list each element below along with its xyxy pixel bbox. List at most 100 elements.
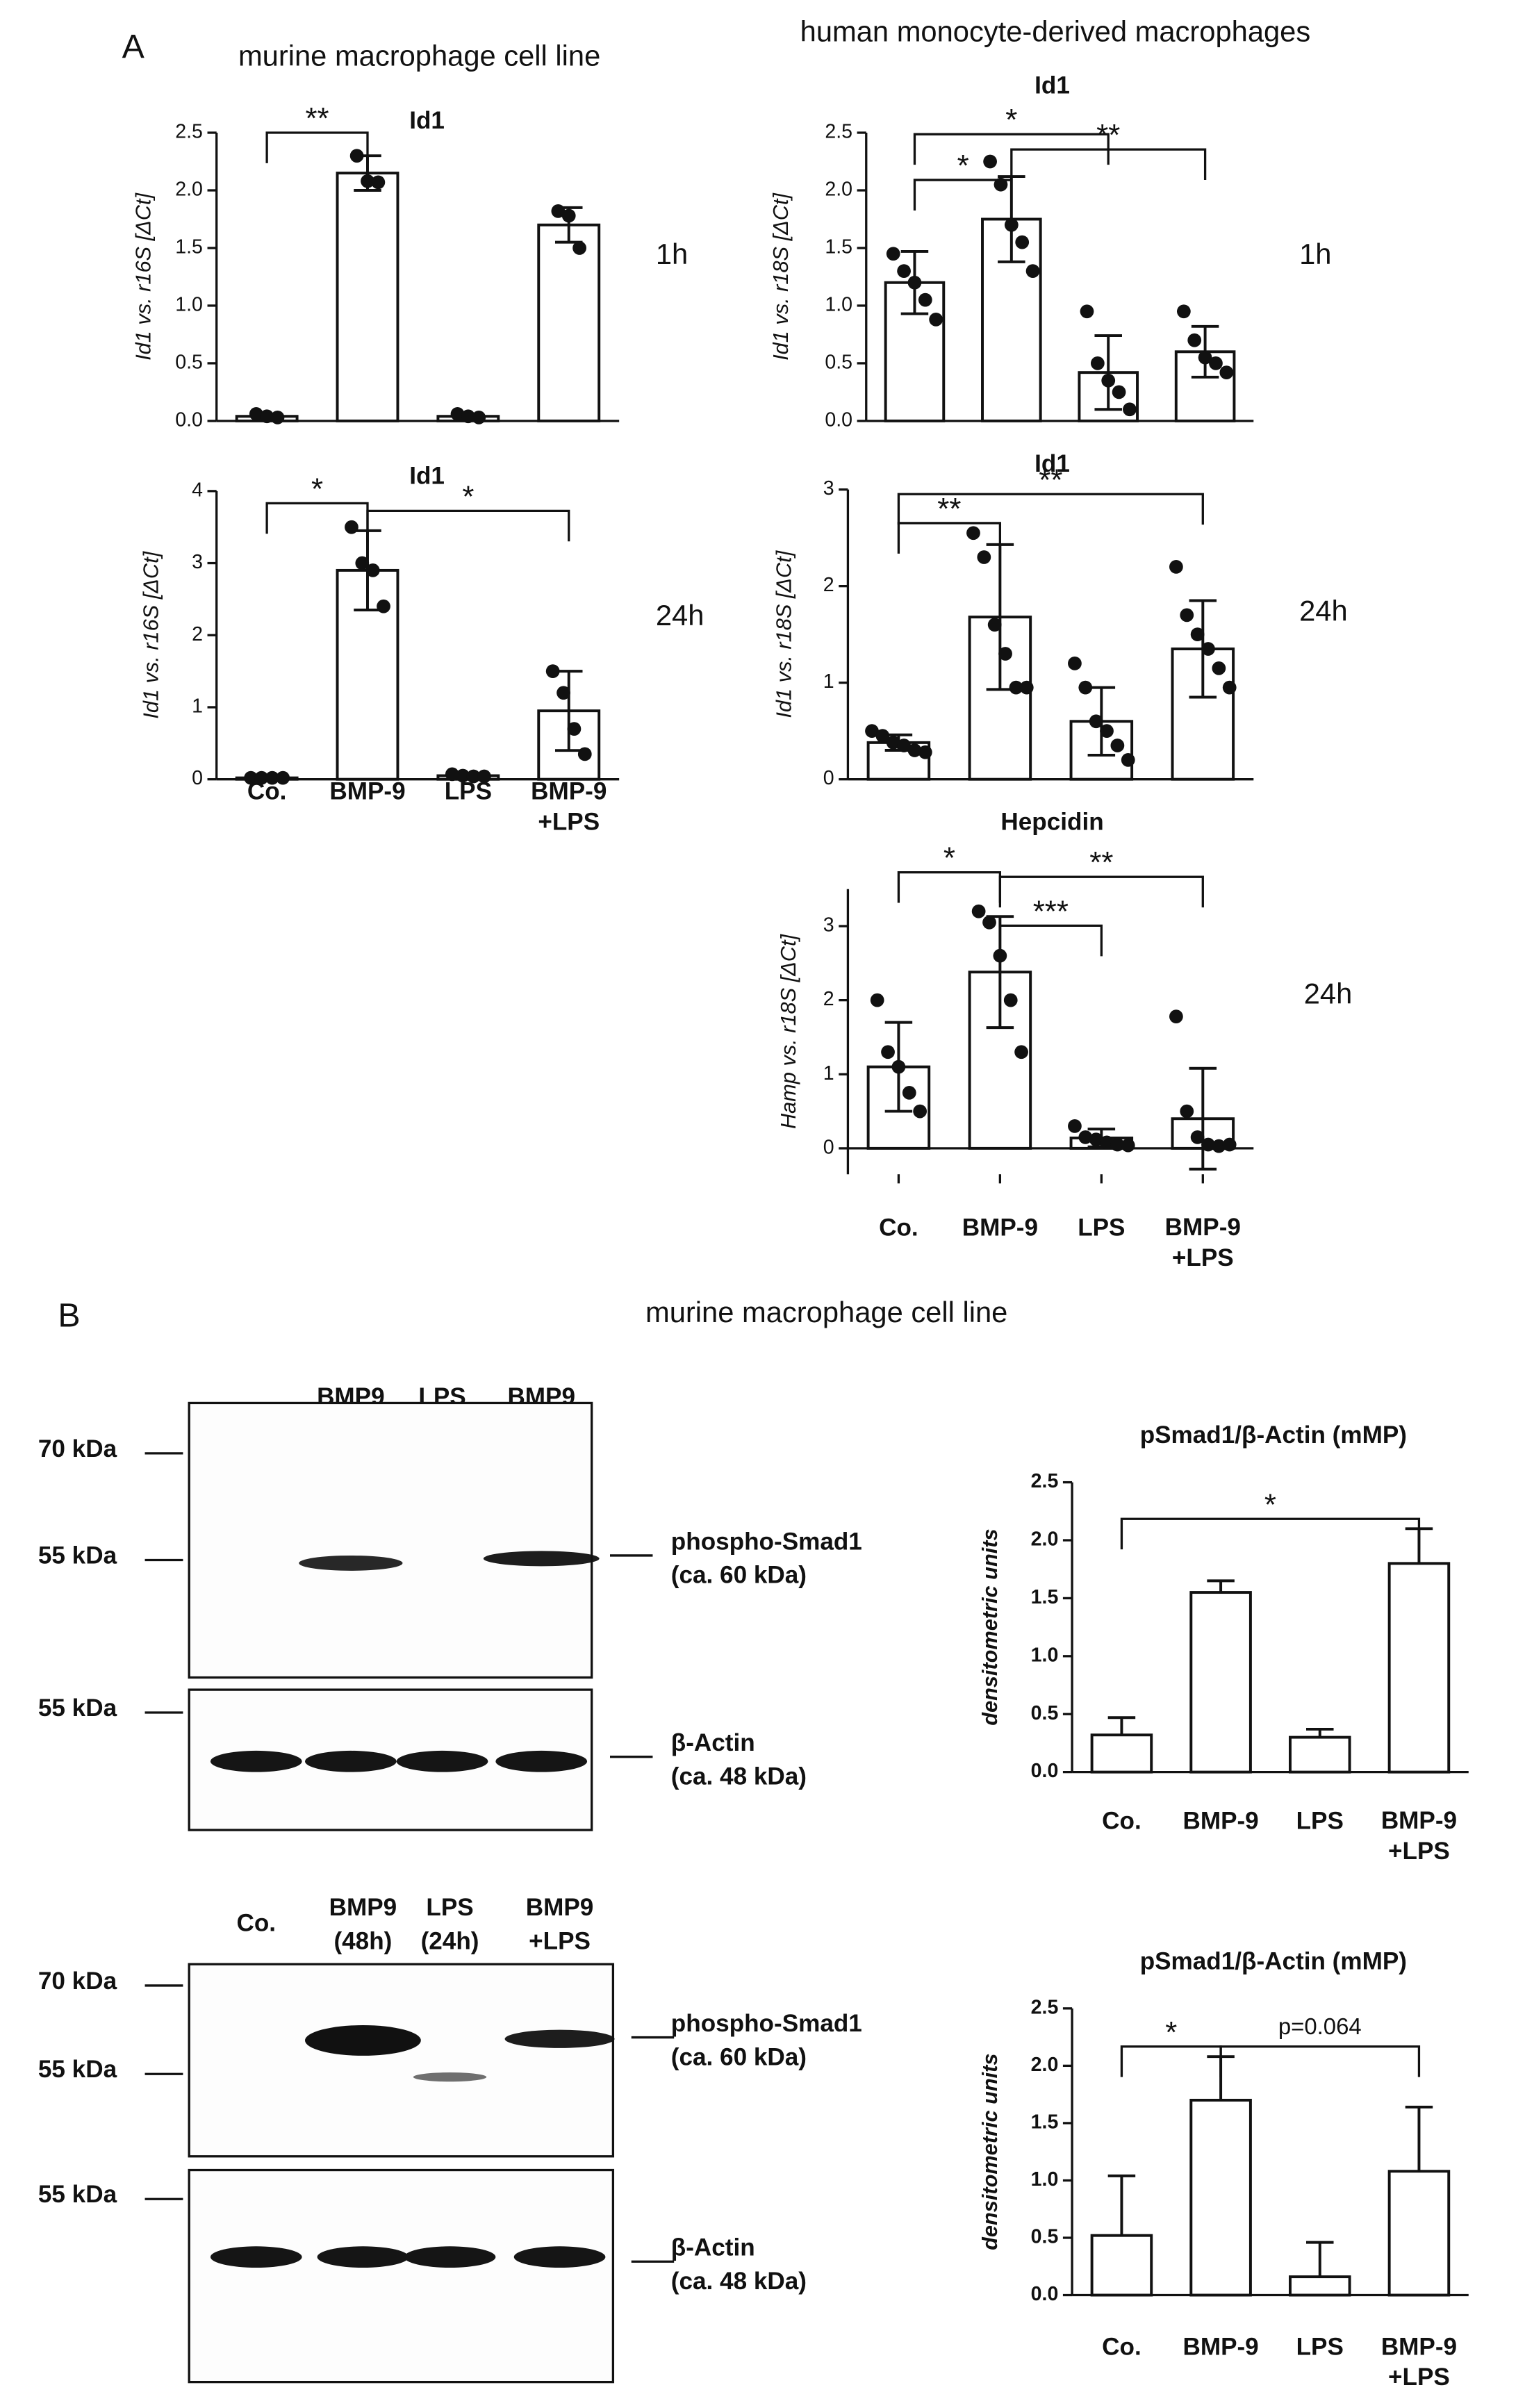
data-point	[345, 520, 358, 534]
data-point	[1121, 753, 1135, 767]
data-point	[913, 1104, 928, 1119]
actin-band	[210, 2246, 302, 2268]
y-tick-label: 1.0	[1031, 2168, 1059, 2191]
data-point	[977, 550, 991, 564]
lane-label: BMP9 (48h)	[329, 1894, 397, 1954]
y-tick-label: 0.0	[1031, 1760, 1059, 1782]
data-point	[349, 149, 364, 163]
y-tick-label: 1	[823, 1062, 834, 1085]
significance-label: *	[943, 841, 955, 875]
significance-label: *	[957, 149, 969, 183]
target-label: β-Actin (ca. 48 kDa)	[671, 1729, 807, 1790]
panel-label: B	[58, 1296, 80, 1334]
data-point	[1201, 642, 1215, 656]
data-point	[365, 563, 380, 577]
data-point	[998, 647, 1012, 661]
marker-label: 70 kDa	[38, 1435, 117, 1462]
y-tick-label: 2.0	[825, 179, 852, 201]
data-point	[1089, 714, 1103, 729]
error-bar	[1405, 2105, 1433, 2172]
actin-band	[317, 2246, 409, 2268]
protein-band	[483, 1551, 600, 1567]
data-point	[1209, 356, 1223, 370]
data-point	[929, 312, 943, 327]
protein-band	[504, 2029, 615, 2048]
data-point	[907, 275, 922, 290]
data-point	[1100, 1135, 1114, 1150]
data-point	[265, 770, 279, 785]
actin-band	[513, 2246, 606, 2268]
marker-label: 55 kDa	[38, 2181, 117, 2208]
significance-label: ***	[1033, 894, 1069, 928]
data-point	[1180, 1104, 1194, 1119]
data-point	[1089, 1132, 1103, 1146]
data-point	[472, 411, 486, 424]
data-point	[1212, 1139, 1226, 1153]
data-point	[1014, 1045, 1028, 1059]
target-label: β-Actin (ca. 48 kDa)	[671, 2234, 807, 2295]
marker-label: 70 kDa	[38, 1968, 117, 1995]
data-point	[983, 154, 997, 169]
y-tick-label: 0	[823, 767, 834, 789]
y-tick-label: 2.0	[175, 179, 203, 201]
y-tick-label: 0.0	[1031, 2283, 1059, 2305]
significance-label: **	[937, 492, 961, 526]
data-point	[1219, 365, 1234, 380]
y-tick-label: 1	[823, 670, 834, 693]
y-tick-label: 3	[823, 914, 834, 937]
significance-bracket	[913, 179, 1013, 211]
y-tick-label: 2.5	[175, 121, 203, 143]
x-tick-label: Co.	[247, 778, 287, 805]
y-axis-label: densitometric units	[978, 2054, 1002, 2250]
data-point	[886, 735, 900, 750]
significance-label: *	[1264, 1487, 1276, 1522]
significance-label: p=0.064	[1278, 2013, 1362, 2039]
data-point	[966, 526, 980, 541]
error-bar	[1306, 2241, 1334, 2277]
data-point	[870, 993, 884, 1007]
y-axis-label: Id1 vs. r16S [ΔCt]	[131, 192, 156, 361]
data-point	[1110, 1137, 1125, 1152]
data-point	[445, 767, 459, 782]
data-point	[1187, 333, 1202, 347]
data-point	[1004, 217, 1019, 232]
data-point	[1009, 680, 1023, 695]
lane-label: BMP9+LPS	[526, 1894, 594, 1954]
data-point	[1121, 1138, 1135, 1153]
y-tick-label: 1	[192, 695, 203, 718]
actin-band	[396, 1750, 488, 1772]
y-axis-label: Id1 vs. r18S [ΔCt]	[768, 192, 793, 361]
data-point	[466, 769, 481, 784]
data-point	[881, 1045, 895, 1059]
data-point	[572, 241, 586, 255]
data-point	[897, 739, 911, 752]
data-point	[1068, 656, 1082, 670]
data-point	[461, 409, 475, 424]
data-point	[1068, 1119, 1082, 1133]
y-tick-label: 2	[823, 574, 834, 596]
bar	[1090, 2234, 1153, 2297]
data-point	[567, 722, 582, 736]
data-point	[1212, 661, 1226, 675]
x-tick-label: Co.	[1102, 2334, 1141, 2361]
data-point	[971, 904, 986, 918]
y-tick-label: 2.5	[825, 121, 852, 143]
section-header: murine macrophage cell line	[645, 1296, 1007, 1328]
data-point	[918, 292, 932, 307]
significance-bracket	[897, 522, 1002, 554]
data-point	[1176, 304, 1191, 319]
data-point	[886, 247, 900, 261]
error-bar	[1189, 1066, 1217, 1171]
y-tick-label: 4	[192, 479, 203, 501]
x-tick-label: Co.	[879, 1214, 918, 1241]
actin-band	[404, 2246, 496, 2268]
data-point	[865, 724, 879, 739]
data-point	[276, 770, 290, 785]
x-tick-label: Co.	[1102, 1807, 1141, 1834]
y-tick-label: 0	[192, 767, 203, 789]
data-point	[902, 1086, 916, 1100]
significance-bracket	[265, 131, 369, 163]
chart-title: Id1	[409, 107, 445, 134]
significance-bracket	[366, 509, 570, 542]
data-point	[1169, 1009, 1183, 1023]
